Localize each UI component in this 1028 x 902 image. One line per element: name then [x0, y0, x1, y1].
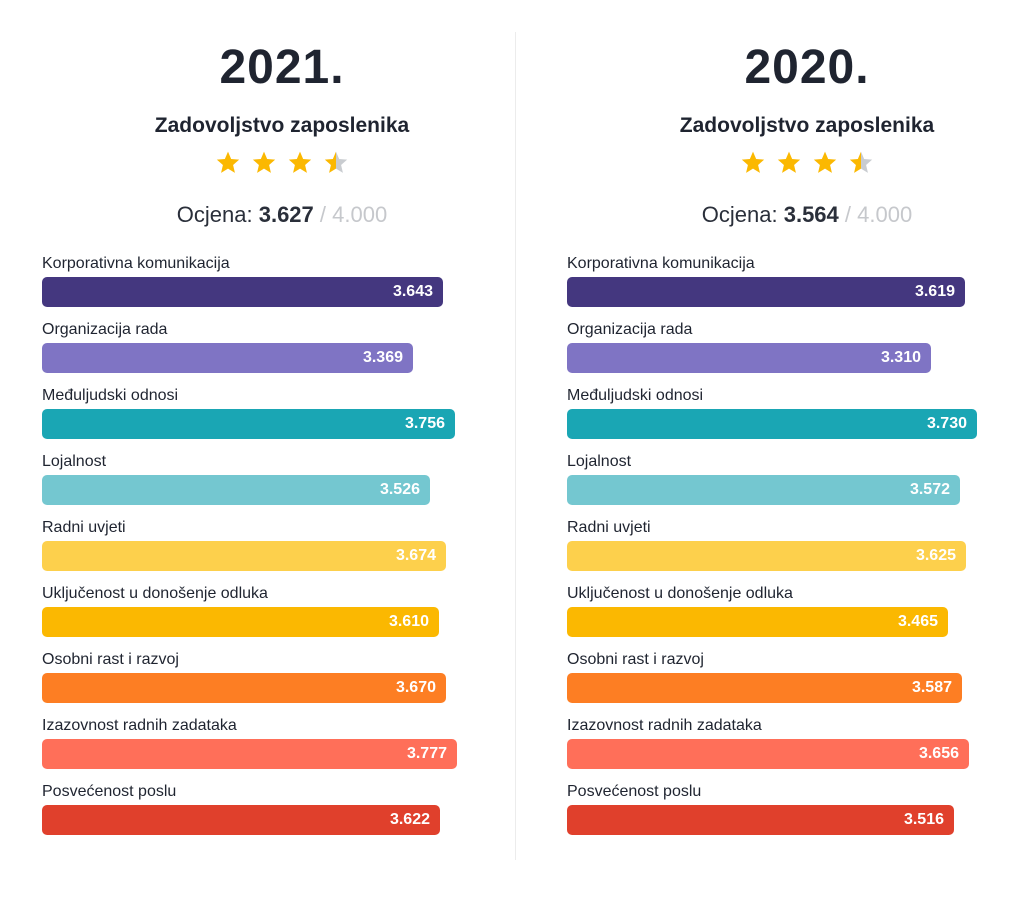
- bar: [42, 673, 446, 703]
- bar-value-label: 3.756: [404, 415, 445, 432]
- bar-value-label: 3.516: [903, 811, 944, 828]
- year-title: 2021.: [219, 41, 345, 94]
- bar: [567, 805, 954, 835]
- category-label: Posvećenost poslu: [42, 783, 177, 800]
- bar-value-label: 3.369: [362, 349, 403, 366]
- bar-value-label: 3.656: [918, 745, 959, 762]
- bar: [567, 277, 965, 307]
- panel-2021: 2021. Zadovoljstvo zaposlenika Ocjena: 3…: [42, 0, 522, 902]
- category-label: Organizacija rada: [567, 321, 693, 338]
- score-separator: /: [844, 202, 852, 227]
- bar: [567, 343, 931, 373]
- bar: [42, 343, 413, 373]
- category-label: Izazovnost radnih zadataka: [42, 717, 237, 734]
- bar-value-label: 3.622: [389, 811, 430, 828]
- bar-value-label: 3.777: [406, 745, 447, 762]
- score-max: 4.000: [332, 202, 388, 227]
- bar: [567, 475, 960, 505]
- bar-value-label: 3.643: [392, 283, 433, 300]
- chart-subtitle: Zadovoljstvo zaposlenika: [679, 114, 935, 137]
- category-label: Radni uvjeti: [42, 519, 126, 536]
- bar: [42, 409, 455, 439]
- score-separator: /: [319, 202, 327, 227]
- score-line: Ocjena: 3.627 / 4.000: [42, 202, 522, 228]
- star-icon: [216, 151, 240, 173]
- category-label: Međuljudski odnosi: [42, 387, 179, 404]
- category-label: Međuljudski odnosi: [567, 387, 704, 404]
- bar: [42, 277, 443, 307]
- chart-subtitle: Zadovoljstvo zaposlenika: [154, 114, 410, 137]
- category-label: Korporativna komunikacija: [567, 255, 755, 272]
- category-label: Lojalnost: [567, 453, 632, 470]
- bar: [567, 673, 962, 703]
- bar: [42, 541, 446, 571]
- bar-value-label: 3.465: [897, 613, 938, 630]
- bar: [567, 409, 977, 439]
- star-rating: [42, 150, 522, 180]
- star-icon: [813, 151, 837, 173]
- bar-value-label: 3.587: [911, 679, 952, 696]
- bar: [567, 739, 969, 769]
- bar-value-label: 3.670: [395, 679, 436, 696]
- star-icon: [849, 151, 873, 173]
- category-label: Korporativna komunikacija: [42, 255, 230, 272]
- bar: [42, 739, 457, 769]
- bar-value-label: 3.730: [926, 415, 967, 432]
- score-label: Ocjena:: [701, 202, 778, 227]
- star-rating: [567, 150, 1028, 180]
- bar-value-label: 3.674: [395, 547, 436, 564]
- category-label: Uključenost u donošenje odluka: [42, 585, 268, 602]
- bar: [567, 541, 966, 571]
- bar-value-label: 3.619: [914, 283, 955, 300]
- category-label: Posvećenost poslu: [567, 783, 702, 800]
- bar-value-label: 3.610: [388, 613, 429, 630]
- star-icon: [288, 151, 312, 173]
- bar-value-label: 3.625: [915, 547, 956, 564]
- score-value: 3.627: [258, 202, 314, 227]
- bar-value-label: 3.526: [379, 481, 420, 498]
- category-label: Uključenost u donošenje odluka: [567, 585, 793, 602]
- bar: [42, 475, 430, 505]
- category-label: Osobni rast i razvoj: [42, 651, 179, 668]
- star-icon: [252, 151, 276, 173]
- bar-value-label: 3.572: [909, 481, 950, 498]
- score-value: 3.564: [783, 202, 839, 227]
- bar: [42, 805, 440, 835]
- category-label: Lojalnost: [42, 453, 107, 470]
- category-label: Radni uvjeti: [567, 519, 651, 536]
- star-icon: [324, 151, 348, 173]
- score-max: 4.000: [857, 202, 913, 227]
- category-label: Osobni rast i razvoj: [567, 651, 704, 668]
- category-label: Izazovnost radnih zadataka: [567, 717, 762, 734]
- panel-2020: 2020. Zadovoljstvo zaposlenika Ocjena: 3…: [567, 0, 1028, 902]
- category-label: Organizacija rada: [42, 321, 168, 338]
- star-icon: [777, 151, 801, 173]
- score-line: Ocjena: 3.564 / 4.000: [567, 202, 1028, 228]
- year-title: 2020.: [744, 41, 870, 94]
- panel-divider: [515, 32, 516, 860]
- bar-value-label: 3.310: [880, 349, 921, 366]
- bar: [42, 607, 439, 637]
- bar: [567, 607, 948, 637]
- star-icon: [741, 151, 765, 173]
- score-label: Ocjena:: [176, 202, 253, 227]
